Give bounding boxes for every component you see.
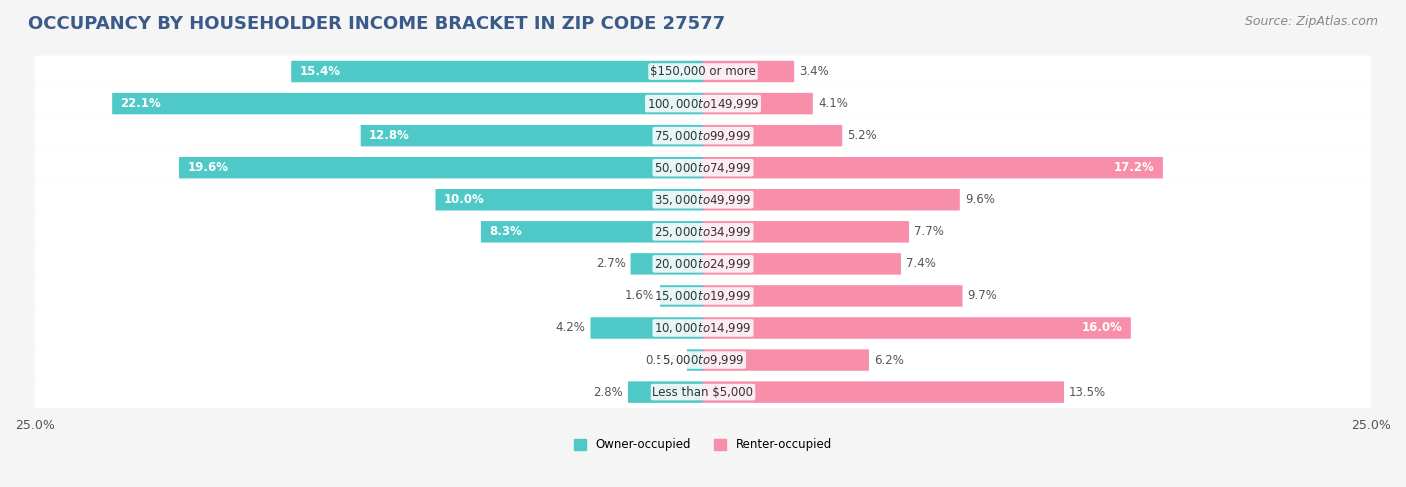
FancyBboxPatch shape (703, 221, 910, 243)
FancyBboxPatch shape (112, 93, 703, 114)
FancyBboxPatch shape (481, 221, 703, 243)
FancyBboxPatch shape (34, 248, 1372, 280)
FancyBboxPatch shape (591, 317, 703, 339)
FancyBboxPatch shape (703, 253, 901, 275)
FancyBboxPatch shape (703, 349, 869, 371)
Text: 19.6%: 19.6% (187, 161, 228, 174)
FancyBboxPatch shape (34, 120, 1372, 151)
Text: $5,000 to $9,999: $5,000 to $9,999 (662, 353, 744, 367)
Text: 2.7%: 2.7% (596, 257, 626, 270)
FancyBboxPatch shape (703, 381, 1064, 403)
Text: OCCUPANCY BY HOUSEHOLDER INCOME BRACKET IN ZIP CODE 27577: OCCUPANCY BY HOUSEHOLDER INCOME BRACKET … (28, 15, 725, 33)
Text: $35,000 to $49,999: $35,000 to $49,999 (654, 193, 752, 207)
FancyBboxPatch shape (291, 61, 703, 82)
FancyBboxPatch shape (34, 56, 1372, 88)
FancyBboxPatch shape (436, 189, 703, 210)
Text: 16.0%: 16.0% (1081, 321, 1122, 335)
Text: 4.2%: 4.2% (555, 321, 585, 335)
FancyBboxPatch shape (34, 376, 1372, 408)
Text: 5.2%: 5.2% (848, 129, 877, 142)
Text: $50,000 to $74,999: $50,000 to $74,999 (654, 161, 752, 175)
Text: 15.4%: 15.4% (299, 65, 340, 78)
Text: $100,000 to $149,999: $100,000 to $149,999 (647, 96, 759, 111)
FancyBboxPatch shape (34, 344, 1372, 376)
FancyBboxPatch shape (34, 280, 1372, 312)
Text: Source: ZipAtlas.com: Source: ZipAtlas.com (1244, 15, 1378, 28)
Text: 4.1%: 4.1% (818, 97, 848, 110)
Text: 9.6%: 9.6% (965, 193, 995, 206)
Text: 7.7%: 7.7% (914, 225, 943, 238)
FancyBboxPatch shape (703, 125, 842, 147)
Text: Less than $5,000: Less than $5,000 (652, 386, 754, 398)
Text: 0.59%: 0.59% (645, 354, 682, 367)
Legend: Owner-occupied, Renter-occupied: Owner-occupied, Renter-occupied (569, 434, 837, 456)
Text: 9.7%: 9.7% (967, 289, 997, 302)
FancyBboxPatch shape (703, 189, 960, 210)
FancyBboxPatch shape (703, 285, 963, 307)
FancyBboxPatch shape (361, 125, 703, 147)
FancyBboxPatch shape (34, 151, 1372, 184)
Text: $15,000 to $19,999: $15,000 to $19,999 (654, 289, 752, 303)
Text: $75,000 to $99,999: $75,000 to $99,999 (654, 129, 752, 143)
FancyBboxPatch shape (703, 157, 1163, 178)
Text: $150,000 or more: $150,000 or more (650, 65, 756, 78)
FancyBboxPatch shape (703, 61, 794, 82)
Text: 12.8%: 12.8% (368, 129, 409, 142)
Text: $20,000 to $24,999: $20,000 to $24,999 (654, 257, 752, 271)
Text: 2.8%: 2.8% (593, 386, 623, 398)
Text: $25,000 to $34,999: $25,000 to $34,999 (654, 225, 752, 239)
FancyBboxPatch shape (628, 381, 703, 403)
Text: 6.2%: 6.2% (875, 354, 904, 367)
Text: 3.4%: 3.4% (799, 65, 830, 78)
FancyBboxPatch shape (659, 285, 703, 307)
FancyBboxPatch shape (34, 216, 1372, 248)
FancyBboxPatch shape (703, 317, 1130, 339)
FancyBboxPatch shape (688, 349, 703, 371)
FancyBboxPatch shape (34, 88, 1372, 120)
Text: 10.0%: 10.0% (444, 193, 485, 206)
Text: 7.4%: 7.4% (905, 257, 936, 270)
Text: 8.3%: 8.3% (489, 225, 522, 238)
Text: $10,000 to $14,999: $10,000 to $14,999 (654, 321, 752, 335)
FancyBboxPatch shape (630, 253, 703, 275)
Text: 17.2%: 17.2% (1114, 161, 1154, 174)
Text: 22.1%: 22.1% (121, 97, 162, 110)
FancyBboxPatch shape (703, 93, 813, 114)
FancyBboxPatch shape (34, 312, 1372, 344)
Text: 13.5%: 13.5% (1069, 386, 1107, 398)
FancyBboxPatch shape (34, 184, 1372, 216)
FancyBboxPatch shape (179, 157, 703, 178)
Text: 1.6%: 1.6% (626, 289, 655, 302)
